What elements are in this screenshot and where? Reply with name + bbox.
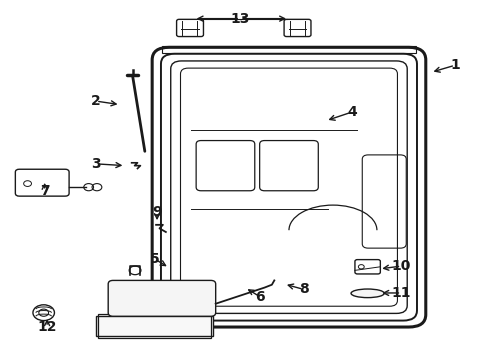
Text: 8: 8 bbox=[299, 282, 309, 296]
Bar bbox=[96, 316, 213, 336]
Text: 9: 9 bbox=[152, 205, 162, 219]
Bar bbox=[162, 46, 416, 53]
Text: 11: 11 bbox=[392, 286, 411, 300]
Text: 7: 7 bbox=[40, 184, 49, 198]
Circle shape bbox=[120, 304, 126, 309]
Text: 6: 6 bbox=[255, 289, 265, 303]
Bar bbox=[98, 315, 211, 338]
Text: 3: 3 bbox=[91, 157, 101, 171]
Text: 10: 10 bbox=[392, 259, 411, 273]
Text: 4: 4 bbox=[347, 105, 357, 119]
Text: 13: 13 bbox=[230, 12, 250, 26]
Text: 5: 5 bbox=[150, 252, 159, 266]
Text: 1: 1 bbox=[450, 58, 460, 72]
Text: 12: 12 bbox=[37, 320, 57, 334]
FancyBboxPatch shape bbox=[108, 280, 216, 316]
Text: 2: 2 bbox=[91, 94, 101, 108]
Ellipse shape bbox=[351, 289, 384, 298]
